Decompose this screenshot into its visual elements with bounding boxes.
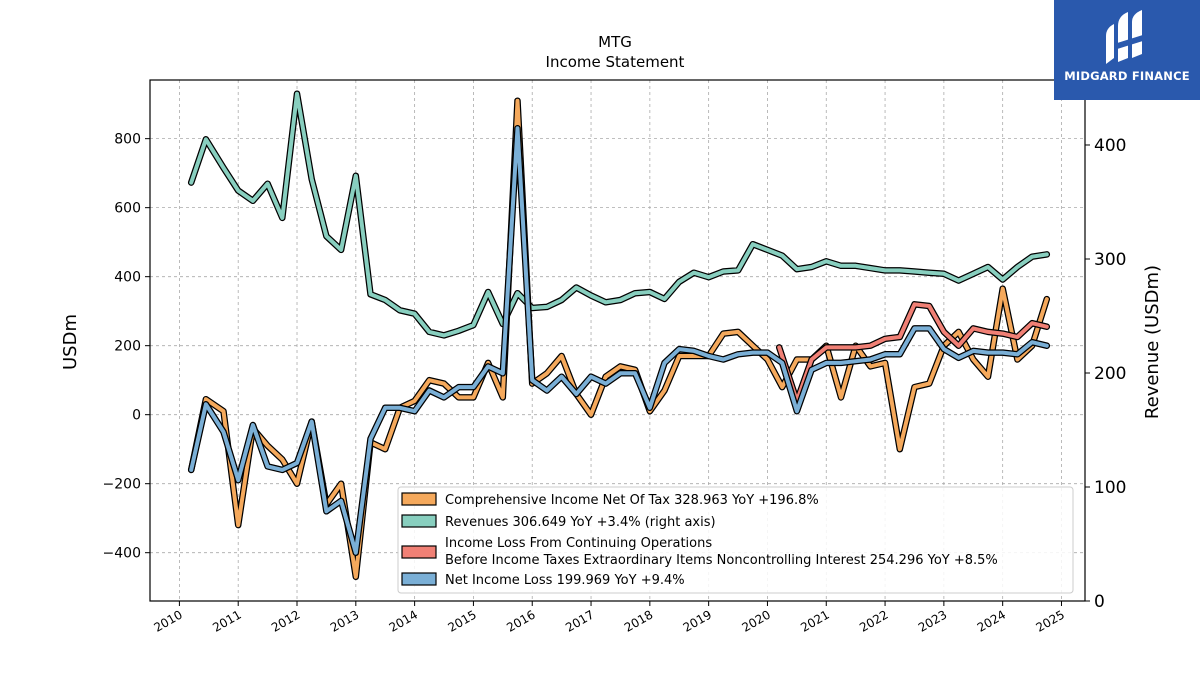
y2-tick-label: 0	[1094, 592, 1105, 612]
y-tick-label: 0	[132, 408, 141, 424]
legend-box	[397, 486, 1074, 594]
y2-axis-label: Revenue (USDm)	[1142, 265, 1163, 419]
x-tick-label: 2022	[857, 607, 890, 634]
midgard-logo-icon	[1106, 10, 1146, 64]
x-tick-label: 2024	[975, 607, 1008, 634]
legend-label-net-income: Net Income Loss 199.969 YoY +9.4%	[445, 573, 685, 588]
series-comprehensive-income	[187, 97, 1051, 581]
x-tick-label: 2017	[563, 607, 596, 634]
x-tick-label: 2013	[328, 607, 361, 634]
plot-area	[187, 90, 1051, 581]
series-income-continuing-ops-line	[777, 302, 1049, 403]
x-tick-label: 2018	[622, 607, 655, 634]
legend-swatch-revenues	[401, 514, 437, 528]
x-tick-label: 2011	[210, 607, 243, 634]
x-tick-label: 2015	[445, 607, 478, 634]
legend-label-income-continuing-ops-line1: Income Loss From Continuing Operations	[445, 536, 712, 551]
legend-swatch-comprehensive-income	[401, 492, 437, 506]
x-tick-label: 2023	[916, 607, 949, 634]
series-income-continuing-ops	[775, 301, 1051, 405]
y-tick-label: −400	[103, 546, 141, 562]
y2-tick-label: 200	[1094, 364, 1126, 384]
x-tick-label: 2021	[798, 607, 831, 634]
chart-subtitle: Income Statement	[546, 53, 685, 71]
x-tick-label: 2014	[387, 607, 420, 634]
legend-swatch-net-income	[401, 572, 437, 586]
plot-frame	[149, 79, 1086, 602]
x-tick-label: 2025	[1034, 607, 1067, 634]
y-tick-label: 400	[114, 270, 141, 286]
legend-label-comprehensive-income: Comprehensive Income Net Of Tax 328.963 …	[445, 493, 819, 508]
series-revenues	[187, 90, 1051, 339]
y2-tick-label: 400	[1094, 136, 1126, 156]
legend-label-revenues: Revenues 306.649 YoY +3.4% (right axis)	[445, 515, 716, 530]
chart-title: MTG	[598, 33, 632, 51]
series-net-income-line	[189, 126, 1049, 555]
y-axis-label: USDm	[60, 314, 81, 370]
x-tick-label: 2020	[739, 607, 772, 634]
series-net-income	[187, 125, 1051, 556]
x-tick-label: 2010	[151, 607, 184, 634]
brand-logo: MIDGARD FINANCE	[1054, 0, 1200, 100]
legend-label-income-continuing-ops-line2: Before Income Taxes Extraordinary Items …	[445, 553, 998, 568]
y2-tick-label: 100	[1094, 478, 1126, 498]
x-tick-label: 2019	[681, 607, 714, 634]
series-comprehensive-income-line	[189, 98, 1049, 579]
y-tick-label: −200	[103, 477, 141, 493]
series-revenues-line	[189, 91, 1049, 338]
brand-name: MIDGARD FINANCE	[1064, 69, 1190, 83]
y-tick-label: 800	[114, 132, 141, 148]
y-tick-label: 200	[114, 339, 141, 355]
x-tick-label: 2012	[269, 607, 302, 634]
y2-tick-label: 300	[1094, 250, 1126, 270]
legend-swatch-income-continuing-ops	[401, 545, 437, 559]
legend: Comprehensive Income Net Of Tax 328.963 …	[397, 486, 1074, 594]
x-tick-label: 2016	[504, 607, 537, 634]
y-tick-label: 600	[114, 201, 141, 217]
